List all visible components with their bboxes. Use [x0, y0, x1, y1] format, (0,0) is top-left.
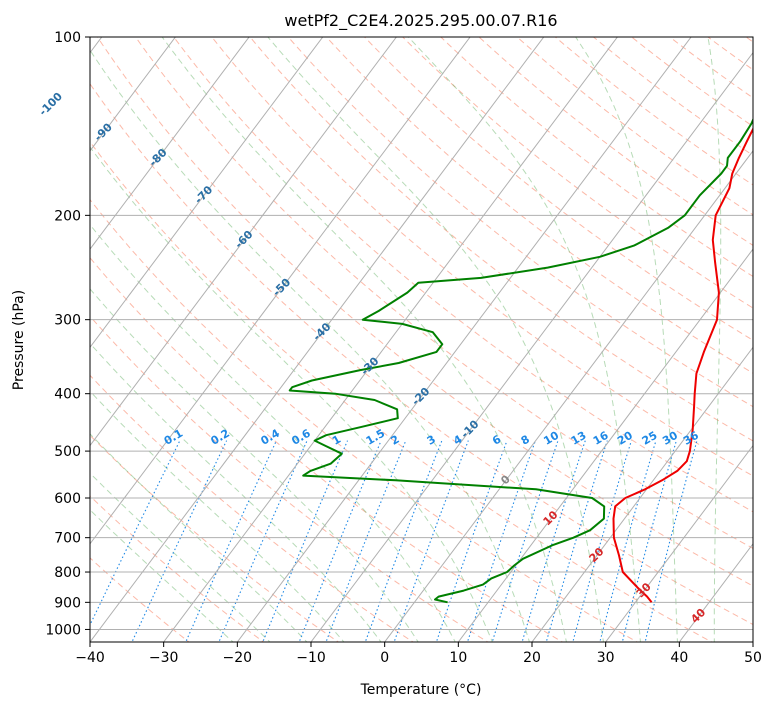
isotherm-gridline: [384, 150, 753, 642]
chart-title: wetPf2_C2E4.2025.295.00.07.R16: [284, 11, 557, 31]
dry-adiabat: [90, 198, 639, 642]
x-tick-label: 30: [597, 650, 615, 666]
dry-adiabat: [90, 257, 564, 642]
dry-adiabat: [211, 37, 753, 477]
dry-adiabat: [96, 37, 753, 587]
isotherm-gridline: [531, 346, 753, 642]
isotherm-gridline: [90, 37, 545, 642]
dry-adiabat: [173, 37, 753, 513]
mixing-ratio-line: [218, 440, 308, 642]
dry-adiabat: [287, 37, 753, 408]
gridlines: [90, 37, 753, 630]
moist-adiabat: [90, 49, 530, 642]
x-tick-label: −30: [149, 650, 179, 666]
plot-frame: [89, 36, 754, 643]
mixing-ratio-line: [545, 440, 608, 642]
dry-adiabat: [363, 37, 753, 341]
moist-adiabat: [407, 37, 641, 642]
dry-adiabat: [90, 495, 265, 642]
mixing-ratio-line: [572, 440, 632, 642]
y-tick-label: 300: [54, 313, 81, 329]
mixing-ratio-line: [325, 440, 407, 642]
y-tick-label: 200: [54, 208, 81, 224]
y-axis: 100 200 300 400 500 600 700 800 900 1000: [45, 30, 90, 638]
isotherms: [90, 37, 753, 642]
dry-adiabat: [90, 141, 713, 642]
y-tick-label: 500: [54, 444, 81, 460]
x-tick-label: −10: [296, 650, 326, 666]
isotherm-gridline: [90, 37, 471, 545]
x-tick-label: 20: [523, 650, 541, 666]
dry-adiabat: [325, 37, 753, 374]
x-tick-label: 10: [449, 650, 467, 666]
isotherm-gridline: [90, 37, 177, 152]
isotherm-gridline: [163, 37, 619, 642]
dry-adiabat: [554, 37, 753, 186]
dry-adiabat: [90, 315, 489, 642]
y-axis-label: Pressure (hPa): [11, 290, 27, 390]
y-tick-label: 400: [54, 387, 81, 403]
x-tick-label: 40: [670, 650, 688, 666]
moist-adiabat: [161, 37, 567, 642]
isotherm-gridline: [90, 37, 250, 250]
dry-adiabat: [90, 82, 753, 626]
isotherm-gridline: [310, 51, 753, 642]
mixing-ratio-line: [262, 440, 349, 642]
x-tick-label: 0: [380, 650, 389, 666]
mixing-ratio-line: [90, 440, 181, 627]
y-tick-label: 100: [54, 30, 81, 46]
isotherm-gridline: [90, 37, 398, 447]
y-tick-label: 600: [54, 491, 81, 507]
x-tick-label: −40: [75, 650, 105, 666]
y-tick-label: 1000: [45, 622, 81, 638]
mixing-ratio-line: [621, 440, 677, 642]
moist-adiabat: [90, 146, 493, 642]
dry-adiabat: [135, 37, 753, 549]
moist-adiabat: [90, 288, 419, 642]
isotherm-gridline: [457, 248, 753, 642]
moist-adiabat: [575, 37, 678, 642]
series-group: [288, 117, 753, 604]
x-axis: −40 −30 −20 −10 0 10 20 30 40 50: [75, 642, 762, 666]
moist-adiabat: [90, 390, 345, 642]
isotherm-gridline: [90, 37, 324, 349]
isotherm-gridline: [236, 37, 692, 642]
moist-adiabat: [707, 37, 722, 642]
moist-adiabat: [90, 223, 456, 642]
y-tick-label: 900: [54, 595, 81, 611]
mixing-ratio-line: [298, 440, 382, 642]
x-tick-label: −20: [223, 650, 253, 666]
mixing-ratio-line: [393, 440, 469, 642]
moist-adiabat: [267, 37, 604, 642]
moist-adiabat: [90, 509, 234, 642]
mixing-ratio-line: [131, 440, 228, 642]
dry-adiabat: [90, 434, 340, 642]
mixing-ratio-line: [185, 440, 277, 642]
dry-adiabat: [249, 37, 753, 442]
mixing-ratio-line: [644, 440, 698, 642]
temperature-line: [612, 126, 753, 603]
moist-adiabat: [90, 472, 271, 642]
y-tick-label: 700: [54, 531, 81, 547]
dewpoint-line: [288, 117, 753, 604]
dry-adiabat: [592, 37, 753, 157]
mixing-ratio-line: [599, 440, 657, 642]
background-lines: [90, 37, 753, 642]
x-axis-label: Temperature (°C): [360, 682, 482, 698]
y-tick-label: 800: [54, 565, 81, 581]
mixing-ratio-line: [364, 440, 443, 642]
isotherm-gridline: [605, 444, 753, 642]
x-tick-label: 50: [744, 650, 762, 666]
